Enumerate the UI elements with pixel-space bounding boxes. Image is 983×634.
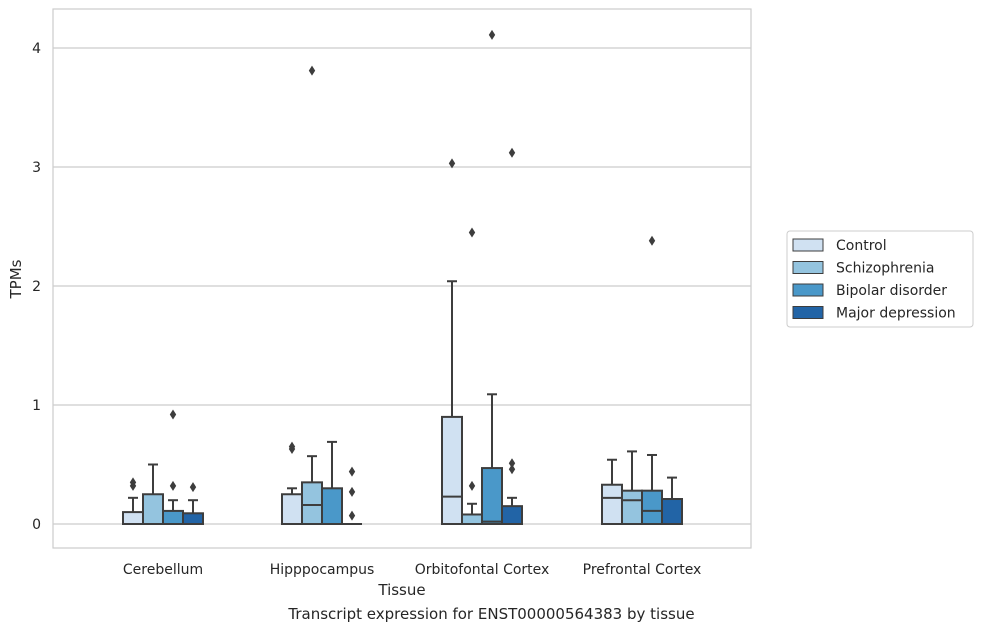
legend-label: Control (836, 238, 887, 254)
x-tick-label-2: Hipppocampus (270, 562, 375, 578)
box-s2-c3 (461, 227, 483, 525)
box-iqr (601, 483, 623, 526)
box-iqr (162, 509, 184, 526)
plot-area (52, 8, 752, 549)
y-axis-label: TPMs (7, 259, 25, 299)
box-s4-c3 (501, 147, 523, 525)
y-tick-labels: 0 1 2 3 4 (32, 41, 41, 533)
y-tick-label-4: 4 (32, 41, 41, 57)
legend-frame (786, 230, 974, 328)
y-tick-label-3: 3 (32, 160, 41, 176)
legend-item-1: Control (792, 238, 887, 254)
legend-swatch (792, 306, 824, 319)
legend-label: Schizophrenia (836, 261, 934, 277)
outlier-point-1 (169, 480, 177, 491)
outlier-point-2 (169, 409, 177, 420)
legend: Control Schizophrenia Bipolar disorder Majo… (786, 230, 974, 328)
box-s3-c2 (321, 440, 343, 525)
box-iqr (621, 489, 643, 525)
box-iqr (501, 505, 523, 525)
outlier-point-2 (288, 441, 296, 452)
outlier-point-1 (448, 158, 456, 169)
outlier-point-1 (189, 482, 197, 493)
legend-swatch (792, 238, 824, 252)
outlier-point-2 (508, 458, 516, 469)
box-s1-c3 (441, 158, 463, 525)
x-axis-label: Tissue (377, 581, 425, 599)
box-iqr (281, 493, 303, 525)
outlier-point-1 (508, 464, 516, 475)
box-iqr (301, 481, 323, 526)
box-s2-c2 (301, 65, 323, 526)
legend-item-4: Major depression (792, 306, 956, 322)
legend-label: Major depression (836, 306, 956, 322)
y-tick-label-1: 1 (32, 398, 41, 414)
x-tick-label-4: Prefrontal Cortex (583, 562, 702, 578)
box-s4-c1 (182, 482, 204, 525)
legend-swatch (792, 261, 824, 274)
box-s3-c1 (162, 409, 184, 526)
outlier-point-2 (129, 477, 137, 488)
box-iqr (481, 467, 503, 526)
outlier-point-3 (348, 466, 356, 477)
box-s1-c2 (281, 441, 303, 525)
legend-item-3: Bipolar disorder (792, 283, 947, 299)
box-s2-c4 (621, 450, 643, 525)
box-s3-c4 (641, 235, 663, 525)
x-tick-label-3: Orbitofontal Cortex (415, 562, 550, 578)
y-tick-label-2: 2 (32, 279, 41, 295)
box-iqr (661, 498, 683, 526)
box-iqr (321, 487, 343, 525)
outlier-point-3 (508, 147, 516, 158)
box-series (122, 29, 683, 526)
box-iqr (641, 489, 663, 525)
box-s4-c4 (661, 476, 683, 526)
box-iqr (461, 513, 483, 525)
series-1-boxes (122, 158, 623, 526)
outlier-point-2 (468, 227, 476, 238)
box-s4-c2 (342, 466, 362, 525)
outlier-point-2 (348, 486, 356, 497)
x-tick-labels: Cerebellum Hipppocampus Orbitofontal Corte… (123, 562, 701, 578)
box-iqr (441, 415, 463, 525)
box-iqr (122, 511, 144, 525)
outlier-point-1 (488, 29, 496, 40)
outlier-point-1 (468, 480, 476, 491)
chart-caption: Transcript expression for ENST0000056438… (288, 605, 695, 623)
legend-label: Bipolar disorder (836, 283, 947, 299)
box-s1-c4 (601, 458, 623, 526)
series-4-boxes (182, 147, 683, 526)
series-3-boxes (162, 29, 663, 526)
outlier-point-1 (648, 235, 656, 246)
legend-item-2: Schizophrenia (792, 261, 934, 277)
outlier-point-1 (348, 510, 356, 521)
box-iqr (182, 512, 204, 525)
box-s3-c3 (481, 29, 503, 526)
box-s2-c1 (142, 463, 164, 525)
legend-swatch (792, 283, 824, 297)
outlier-point-1 (308, 65, 316, 76)
y-tick-label-0: 0 (32, 517, 41, 533)
box-iqr (142, 493, 164, 525)
x-tick-label-1: Cerebellum (123, 562, 203, 578)
series-2-boxes (142, 65, 643, 526)
